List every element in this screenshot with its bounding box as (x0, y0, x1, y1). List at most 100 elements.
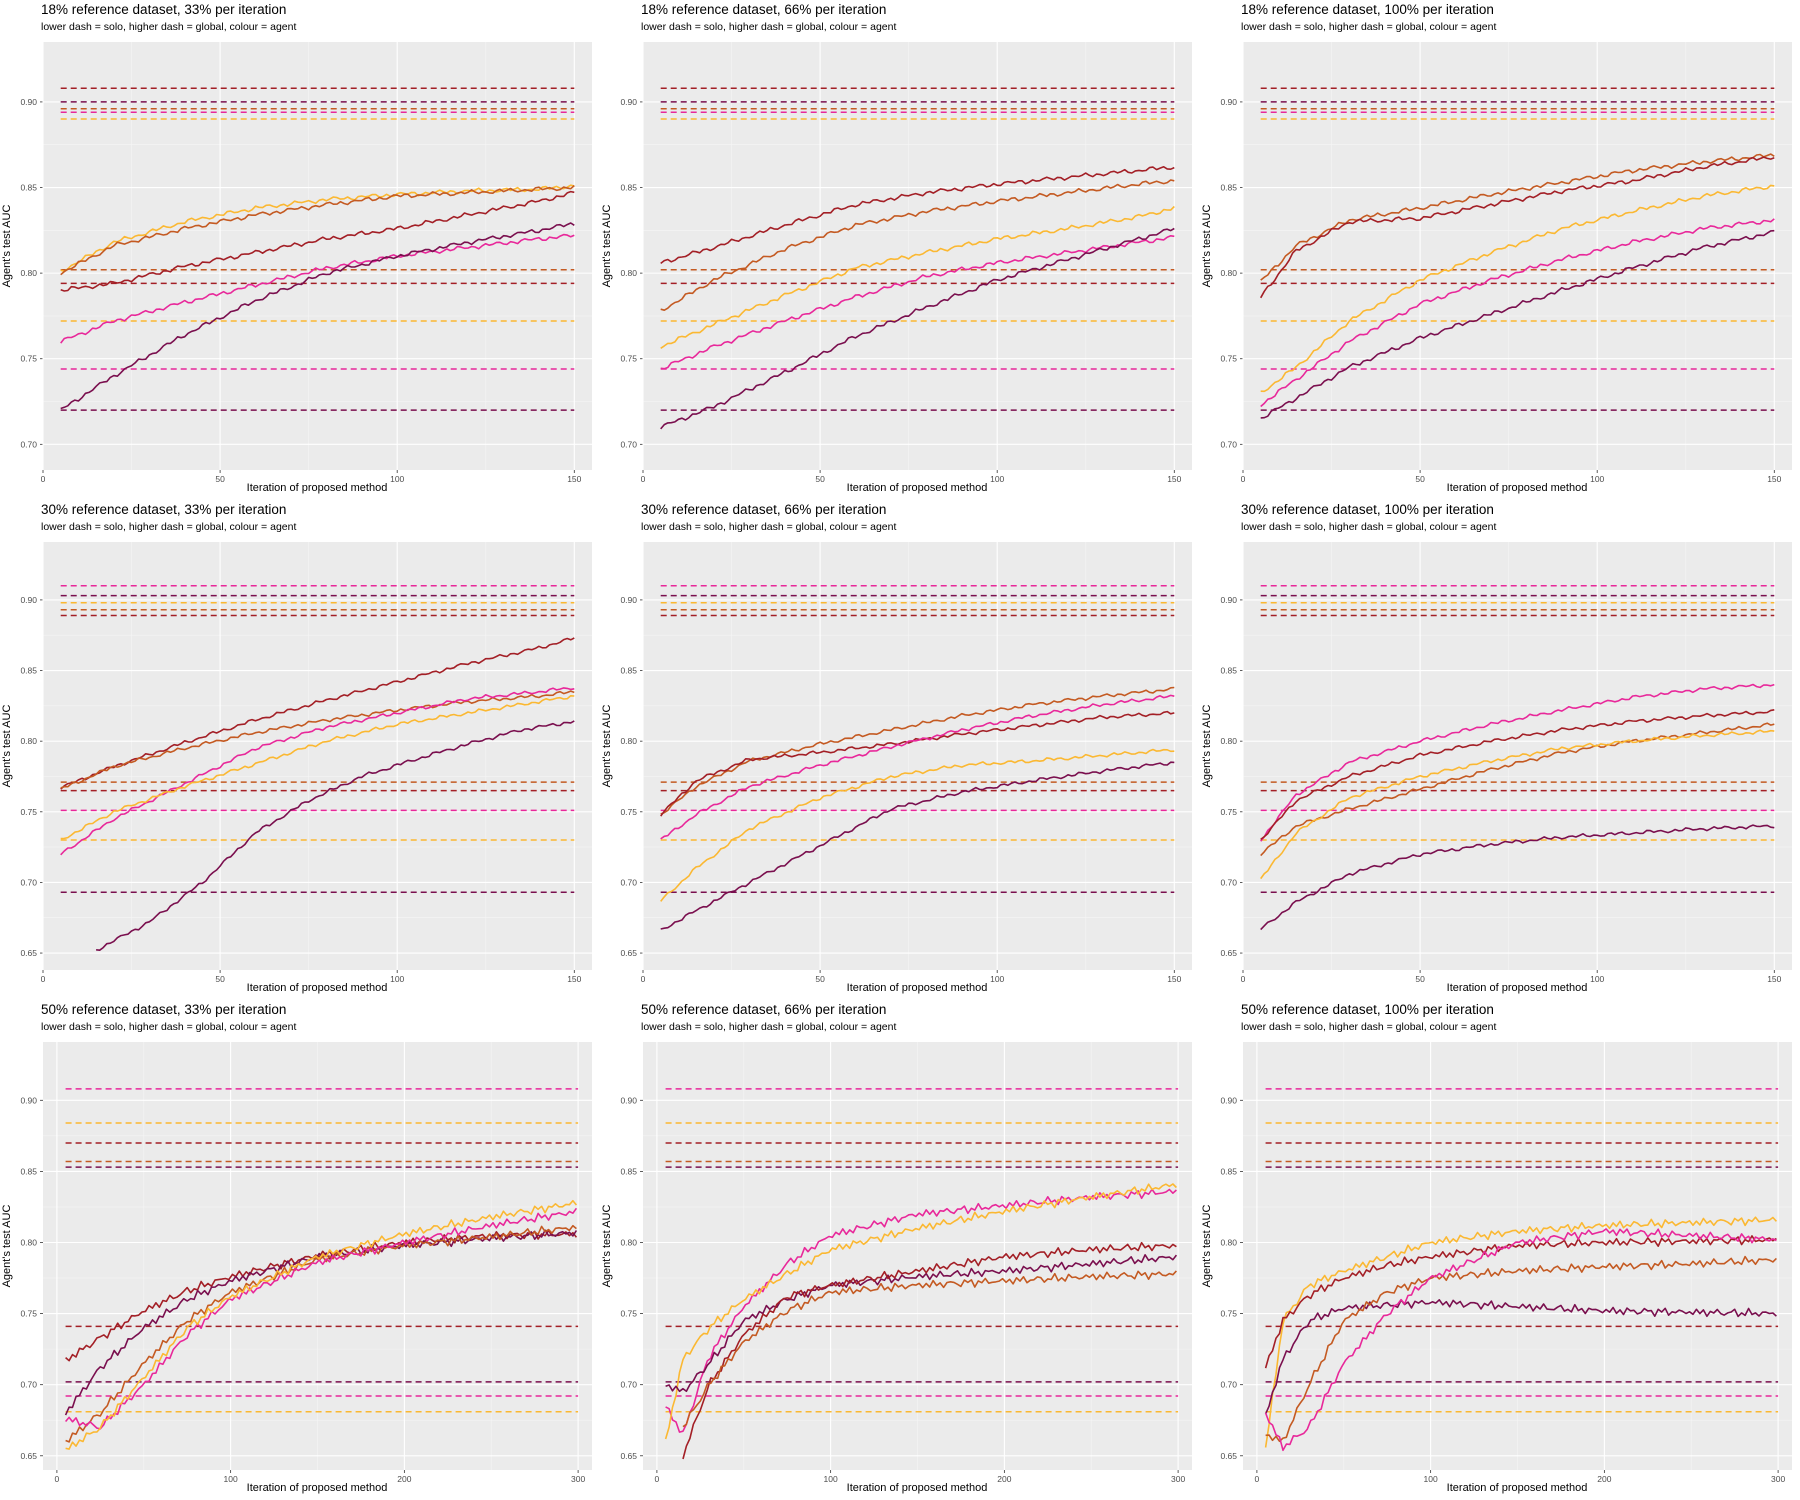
agent-series-line (682, 1270, 1177, 1428)
agent-series-line (1260, 722, 1775, 857)
y-tick-label: 0.65 (620, 948, 637, 958)
chart-plot: 0.65 0.70 0.75 0.80 0.85 0.90 0 50 100 150 (20, 542, 592, 984)
chart-title: 50% reference dataset, 66% per iteration (641, 1002, 887, 1017)
chart-plot: 0.65 0.70 0.75 0.80 0.85 0.90 0 100 200 300 (1220, 1042, 1792, 1484)
chart-title: 18% reference dataset, 100% per iteratio… (1241, 2, 1494, 17)
y-tick-label: 0.80 (1220, 736, 1237, 746)
y-axis-label: Agent's test AUC (601, 1204, 613, 1288)
y-tick-label: 0.70 (20, 1380, 37, 1390)
chart-panel: 30% reference dataset, 100% per iteratio… (1200, 500, 1800, 1000)
y-tick-label: 0.75 (1220, 1309, 1237, 1319)
x-tick-label: 0 (1255, 1474, 1260, 1484)
y-tick-label: 0.75 (20, 1309, 37, 1319)
x-tick-label: 50 (1415, 974, 1425, 984)
agent-series-line (1265, 1255, 1777, 1443)
chart-subtitle: lower dash = solo, higher dash = global,… (41, 21, 297, 33)
agent-series-line (65, 1199, 578, 1450)
y-tick-label: 0.90 (620, 97, 637, 107)
chart-panel: 50% reference dataset, 100% per iteratio… (1200, 1000, 1800, 1500)
y-axis-label: Agent's test AUC (1201, 704, 1213, 788)
chart-panel: 18% reference dataset, 33% per iteration… (0, 0, 600, 500)
x-tick-label: 150 (1767, 474, 1781, 484)
x-tick-label: 50 (215, 974, 225, 984)
chart-subtitle: lower dash = solo, higher dash = global,… (641, 21, 897, 33)
agent-series-line (665, 1254, 1178, 1393)
chart-panel: 18% reference dataset, 100% per iteratio… (1200, 0, 1800, 500)
y-tick-label: 0.75 (620, 807, 637, 817)
chart-plot: 0.65 0.70 0.75 0.80 0.85 0.90 0 50 100 150 (620, 542, 1192, 984)
y-tick-label: 0.75 (1220, 354, 1237, 364)
plot-background (643, 42, 1192, 470)
y-tick-label: 0.85 (620, 1166, 637, 1176)
agent-series-line (1264, 1216, 1777, 1448)
y-tick-label: 0.90 (20, 595, 37, 605)
y-axis-label: Agent's test AUC (1, 704, 13, 788)
y-tick-label: 0.90 (1220, 97, 1237, 107)
chart-title: 30% reference dataset, 33% per iteration (41, 502, 287, 517)
y-tick-label: 0.90 (20, 97, 37, 107)
x-tick-label: 50 (1415, 474, 1425, 484)
y-tick-label: 0.70 (20, 877, 37, 887)
chart-plot: 0.65 0.70 0.75 0.80 0.85 0.90 0 50 100 150 (1220, 542, 1792, 984)
y-axis-label: Agent's test AUC (601, 704, 613, 788)
chart-panel: 30% reference dataset, 66% per iteration… (600, 500, 1200, 1000)
y-tick-label: 0.70 (620, 1380, 637, 1390)
x-tick-label: 100 (1424, 1474, 1438, 1484)
agent-series-line (1260, 729, 1775, 880)
agent-series-line (60, 233, 575, 344)
agent-series-line (60, 690, 575, 789)
chart-subtitle: lower dash = solo, higher dash = global,… (641, 1021, 897, 1033)
x-tick-label: 150 (1167, 474, 1181, 484)
x-tick-label: 150 (1767, 974, 1781, 984)
y-tick-label: 0.70 (620, 439, 637, 449)
chart-subtitle: lower dash = solo, higher dash = global,… (41, 521, 297, 533)
y-tick-label: 0.80 (620, 736, 637, 746)
y-tick-label: 0.75 (620, 354, 637, 364)
agent-series-line (1264, 1235, 1777, 1369)
agent-series-line (1260, 229, 1775, 419)
x-tick-label: 50 (815, 974, 825, 984)
chart-subtitle: lower dash = solo, higher dash = global,… (1241, 1021, 1497, 1033)
y-axis-label: Agent's test AUC (1201, 1204, 1213, 1288)
y-tick-label: 0.70 (1220, 439, 1237, 449)
chart-title: 18% reference dataset, 66% per iteration (641, 2, 887, 17)
x-tick-label: 0 (1241, 974, 1246, 984)
chart-title: 30% reference dataset, 66% per iteration (641, 502, 887, 517)
x-axis-label: Iteration of proposed method (846, 1482, 988, 1494)
x-tick-label: 200 (997, 1474, 1011, 1484)
x-tick-label: 0 (1241, 474, 1246, 484)
y-tick-label: 0.80 (1220, 1237, 1237, 1247)
x-tick-label: 100 (1590, 474, 1604, 484)
x-axis-label: Iteration of proposed method (1446, 1482, 1588, 1494)
agent-series-line (60, 190, 575, 292)
chart-panel: 30% reference dataset, 33% per iteration… (0, 500, 600, 1000)
x-tick-label: 300 (1171, 1474, 1185, 1484)
y-tick-label: 0.65 (620, 1451, 637, 1461)
plot-background (43, 542, 592, 970)
y-tick-label: 0.65 (1220, 948, 1237, 958)
agent-series-line (60, 222, 575, 410)
y-tick-label: 0.75 (20, 354, 37, 364)
x-tick-label: 100 (224, 1474, 238, 1484)
agent-series-line (60, 637, 575, 790)
y-axis-label: Agent's test AUC (1, 204, 13, 288)
y-tick-label: 0.70 (20, 439, 37, 449)
y-tick-label: 0.85 (20, 666, 37, 676)
chart-subtitle: lower dash = solo, higher dash = global,… (1241, 21, 1497, 33)
x-tick-label: 300 (1771, 1474, 1785, 1484)
x-tick-label: 0 (41, 474, 46, 484)
agent-series-line (1260, 184, 1775, 393)
y-axis-label: Agent's test AUC (1201, 204, 1213, 288)
y-tick-label: 0.85 (1220, 1166, 1237, 1176)
x-tick-label: 0 (41, 974, 46, 984)
x-tick-label: 200 (1597, 1474, 1611, 1484)
y-tick-label: 0.80 (1220, 268, 1237, 278)
chart-title: 50% reference dataset, 33% per iteration (41, 1002, 287, 1017)
x-tick-label: 100 (824, 1474, 838, 1484)
chart-plot: 0.70 0.75 0.80 0.85 0.90 0 50 100 150 (1220, 42, 1792, 484)
y-tick-label: 0.65 (20, 1451, 37, 1461)
agent-series-line (60, 184, 575, 276)
y-tick-label: 0.90 (20, 1095, 37, 1105)
x-tick-label: 150 (567, 974, 581, 984)
agent-series-line (1260, 824, 1775, 931)
